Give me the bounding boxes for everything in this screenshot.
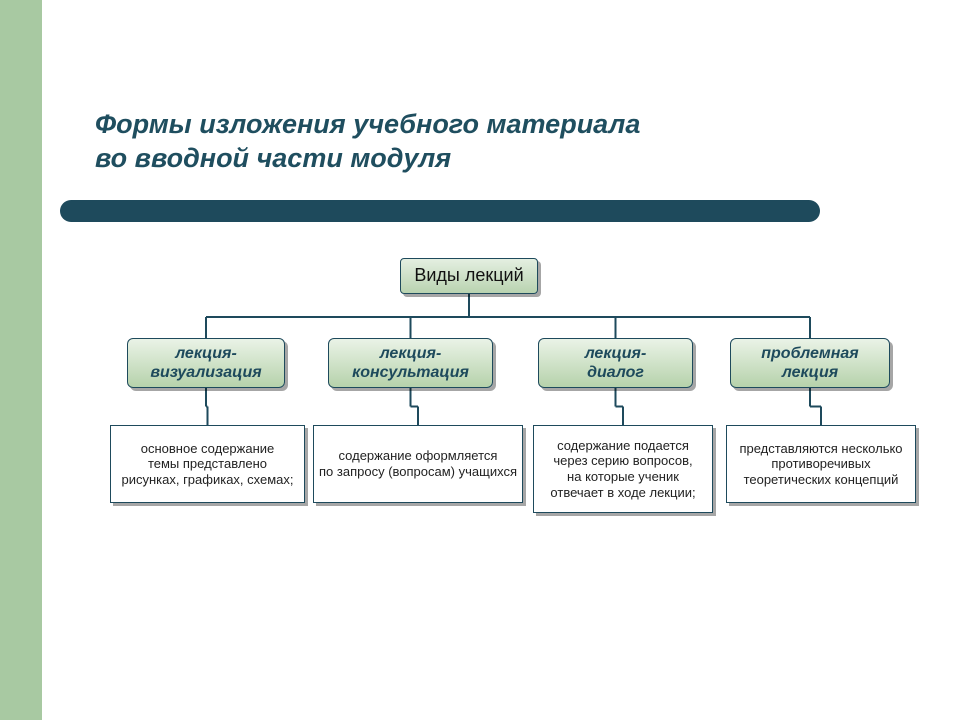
type-node-dialog: лекция-диалог: [538, 338, 693, 388]
lecture-types-diagram: Виды лекций лекция-визуализация основное с…: [0, 0, 960, 720]
root-node: Виды лекций: [400, 258, 538, 294]
desc-node-consultation: содержание оформляетсяпо запросу (вопрос…: [313, 425, 523, 503]
type-node-consultation: лекция-консультация: [328, 338, 493, 388]
type-node-problem: проблемнаялекция: [730, 338, 890, 388]
desc-node-dialog: содержание подаетсячерез серию вопросов,…: [533, 425, 713, 513]
type-node-visualization: лекция-визуализация: [127, 338, 285, 388]
desc-node-visualization: основное содержаниетемы представленорису…: [110, 425, 305, 503]
desc-node-problem: представляются несколькопротиворечивыхте…: [726, 425, 916, 503]
